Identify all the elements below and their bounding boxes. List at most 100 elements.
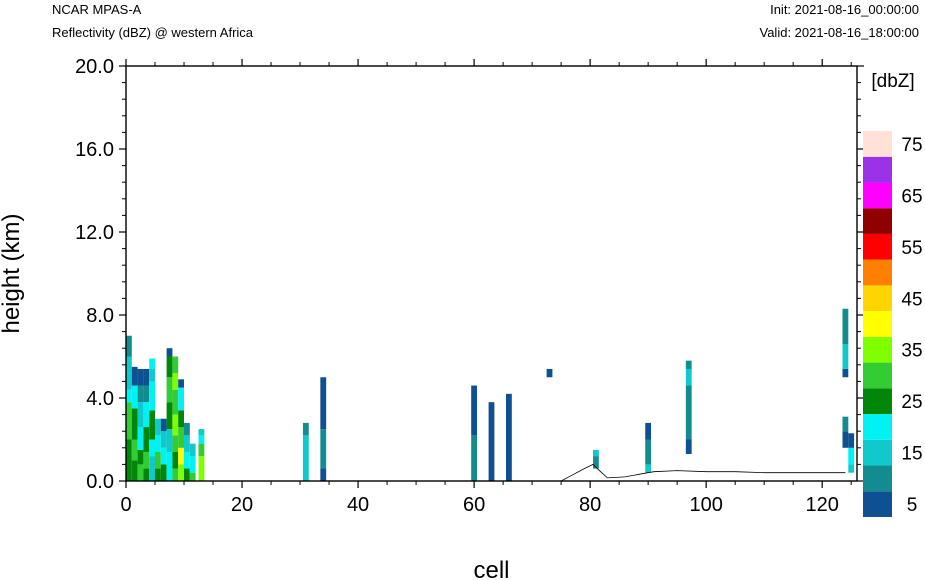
reflectivity-cell [126, 373, 132, 390]
x-tick-label: 100 [689, 494, 722, 516]
reflectivity-cell [131, 439, 138, 461]
data-cells [126, 308, 855, 481]
y-tick-label: 0.0 [86, 471, 114, 493]
reflectivity-cell [126, 402, 132, 440]
x-axis-label: cell [473, 557, 509, 580]
reflectivity-cell [149, 368, 156, 382]
y-tick-label: 16.0 [75, 139, 114, 161]
reflectivity-cell [155, 418, 161, 436]
plot-subtitle: Reflectivity (dBZ) @ western Africa [52, 25, 254, 40]
reflectivity-cell [184, 435, 190, 452]
colorbar-title: [dbZ] [871, 71, 914, 92]
reflectivity-cell [155, 451, 161, 469]
y-tick-label: 20.0 [75, 56, 114, 78]
x-tick-label: 60 [463, 494, 485, 516]
reflectivity-cell [178, 410, 185, 428]
axis-ticks: 0 20 40 60 80 100 120 0.0 4.0 8.0 12.0 16.0 20.0 [75, 56, 864, 516]
reflectivity-cell [143, 368, 150, 386]
reflectivity-cell [166, 377, 173, 403]
y-axis-label: height (km) [0, 213, 25, 333]
colorbar-swatch [863, 259, 892, 286]
colorbar-swatch [863, 285, 892, 312]
reflectivity-cell [842, 416, 849, 432]
reflectivity-cell [178, 387, 185, 411]
reflectivity-cell [166, 348, 173, 357]
reflectivity-cell [685, 439, 692, 455]
reflectivity-cell [160, 464, 167, 481]
reflectivity-cell [131, 408, 138, 440]
reflectivity-cell [137, 464, 144, 481]
colorbar-swatch [863, 208, 892, 234]
reflectivity-cell [593, 449, 599, 457]
plot-frame [125, 65, 858, 482]
colorbar-tick-label: 45 [901, 289, 922, 310]
colorbar-tick-label: 65 [901, 186, 922, 207]
reflectivity-cell [488, 402, 495, 481]
colorbar-swatch [863, 336, 892, 363]
reflectivity-cell [842, 368, 849, 378]
reflectivity-cell [178, 464, 185, 481]
reflectivity-cell [198, 456, 205, 481]
reflectivity-cell [143, 451, 150, 469]
reflectivity-cell [166, 429, 173, 452]
reflectivity-cell [471, 385, 477, 436]
colorbar-swatch [863, 182, 892, 209]
reflectivity-cell [189, 456, 196, 473]
reflectivity-cell [302, 435, 309, 481]
x-tick-label: 20 [231, 494, 253, 516]
colorbar-swatch [863, 362, 892, 389]
reflectivity-cell [320, 429, 327, 469]
reflectivity-cell [645, 439, 652, 465]
reflectivity-cell [645, 422, 652, 440]
reflectivity-cell [546, 368, 553, 378]
colorbar-tick-label: 25 [901, 392, 922, 413]
reflectivity-cell [131, 385, 138, 409]
colorbar-tick-label: 35 [901, 341, 922, 362]
reflectivity-cell [178, 379, 185, 388]
reflectivity-cell [149, 410, 156, 440]
reflectivity-cell [143, 402, 150, 428]
reflectivity-cell [172, 373, 179, 390]
reflectivity-cell [143, 427, 150, 452]
reflectivity-cell [137, 368, 144, 386]
reflectivity-cell [155, 468, 161, 481]
colorbar-swatch [863, 156, 892, 183]
y-tick-label: 12.0 [75, 222, 114, 244]
reflectivity-cell [842, 308, 849, 345]
colorbar-swatch [863, 388, 892, 415]
reflectivity-cell [593, 456, 599, 469]
colorbar-swatch [863, 439, 892, 466]
init-time: Init: 2021-08-16_00:00:00 [770, 2, 919, 17]
reflectivity-cell [848, 464, 855, 473]
reflectivity-cell [178, 427, 185, 448]
colorbar-swatch [863, 131, 892, 157]
reflectivity-cell [166, 451, 173, 481]
reflectivity-cell [685, 385, 692, 440]
reflectivity-cell [160, 431, 167, 448]
colorbar-tick-label: 55 [901, 238, 922, 259]
colorbar-tick-label: 15 [901, 444, 922, 465]
reflectivity-cell [302, 422, 309, 436]
reflectivity-cell [506, 393, 512, 481]
colorbar-swatch [863, 491, 892, 517]
x-tick-label: 0 [120, 494, 131, 516]
reflectivity-cell [198, 435, 205, 444]
model-title: NCAR MPAS-A [52, 2, 142, 17]
y-tick-label: 8.0 [86, 305, 114, 327]
reflectivity-cell [189, 443, 196, 457]
reflectivity-cell [149, 358, 156, 369]
reflectivity-cell [166, 356, 173, 378]
valid-time: Valid: 2021-08-16_18:00:00 [759, 25, 920, 40]
reflectivity-cell [172, 451, 179, 469]
reflectivity-cell [149, 439, 156, 457]
reflectivity-cell [155, 435, 161, 452]
reflectivity-cell [172, 356, 179, 374]
reflectivity-cell [172, 414, 179, 436]
colorbar-swatch [863, 465, 892, 492]
reflectivity-cell [848, 447, 855, 465]
reflectivity-cell [842, 344, 849, 369]
reflectivity-cell [685, 368, 692, 386]
reflectivity-cell [848, 433, 855, 448]
reflectivity-cell [172, 435, 179, 452]
reflectivity-cell [137, 449, 144, 465]
